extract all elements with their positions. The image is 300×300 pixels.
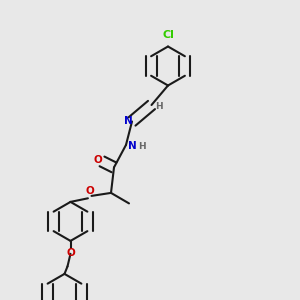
Text: N: N <box>124 116 133 126</box>
Text: Cl: Cl <box>162 30 174 40</box>
Text: H: H <box>138 142 146 151</box>
Text: O: O <box>85 186 94 197</box>
Text: H: H <box>155 102 163 111</box>
Text: O: O <box>93 155 102 165</box>
Text: O: O <box>66 248 75 258</box>
Text: N: N <box>128 141 137 152</box>
